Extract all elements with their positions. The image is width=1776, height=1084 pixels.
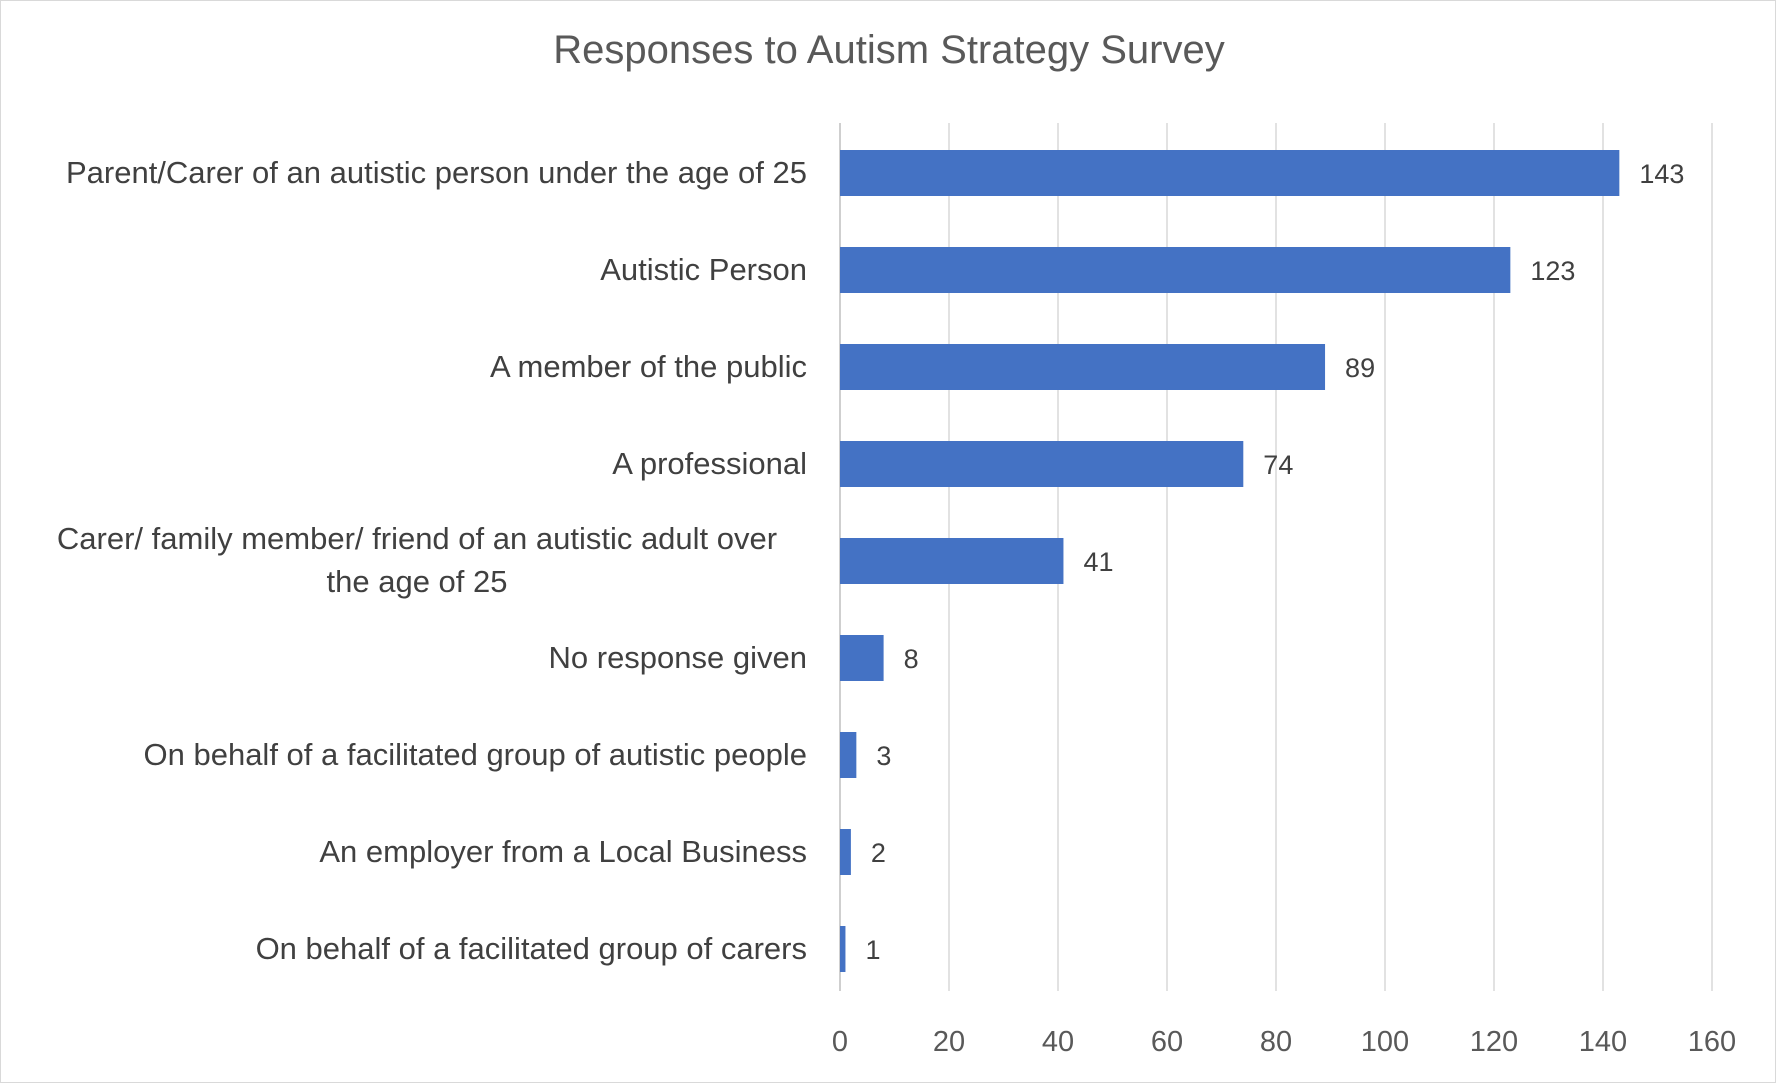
- data-labels: 143 123 89 74 41 8 3 2 1: [865, 159, 1684, 965]
- category-labels: Parent/Carer of an autistic person under…: [57, 155, 807, 966]
- category-label-5: Carer/ family member/ friend of an autis…: [57, 521, 777, 599]
- bar-2: [840, 247, 1511, 293]
- data-label-6: 8: [904, 644, 919, 674]
- x-tick-label-40: 40: [1042, 1026, 1074, 1058]
- x-tick-label-60: 60: [1151, 1026, 1183, 1058]
- category-label-1: Parent/Carer of an autistic person under…: [66, 155, 807, 190]
- data-label-2: 123: [1530, 256, 1575, 286]
- data-label-9: 1: [865, 935, 880, 965]
- bar-6: [840, 635, 884, 681]
- data-label-8: 2: [871, 838, 886, 868]
- data-label-7: 3: [876, 741, 891, 771]
- bar-4: [840, 441, 1244, 487]
- x-tick-label-0: 0: [832, 1026, 848, 1058]
- x-tick-label-80: 80: [1260, 1026, 1292, 1058]
- bar-7: [840, 732, 857, 778]
- x-tick-label-160: 160: [1688, 1026, 1736, 1058]
- bar-1: [840, 150, 1620, 196]
- data-label-5: 41: [1083, 547, 1113, 577]
- data-label-1: 143: [1639, 159, 1684, 189]
- category-label-9: On behalf of a facilitated group of care…: [256, 931, 807, 966]
- x-tick-label-100: 100: [1361, 1026, 1409, 1058]
- x-tick-label-140: 140: [1579, 1026, 1627, 1058]
- bar-8: [840, 829, 851, 875]
- category-label-3: A member of the public: [490, 349, 807, 384]
- chart-title: Responses to Autism Strategy Survey: [553, 28, 1224, 72]
- bar-5: [840, 538, 1064, 584]
- category-label-8: An employer from a Local Business: [319, 834, 807, 869]
- x-tick-label-20: 20: [933, 1026, 965, 1058]
- data-label-4: 74: [1263, 450, 1293, 480]
- category-label-2: Autistic Person: [600, 252, 807, 287]
- category-label-4: A professional: [612, 446, 807, 481]
- bars: [840, 150, 1620, 972]
- category-label-7: On behalf of a facilitated group of auti…: [144, 737, 808, 772]
- x-tick-label-120: 120: [1470, 1026, 1518, 1058]
- category-label-6: No response given: [549, 640, 808, 675]
- bar-3: [840, 344, 1326, 390]
- data-label-3: 89: [1345, 353, 1375, 383]
- x-axis-tick-labels: 0 20 40 60 80 100 120 140 160: [832, 1026, 1736, 1058]
- bar-9: [840, 926, 846, 972]
